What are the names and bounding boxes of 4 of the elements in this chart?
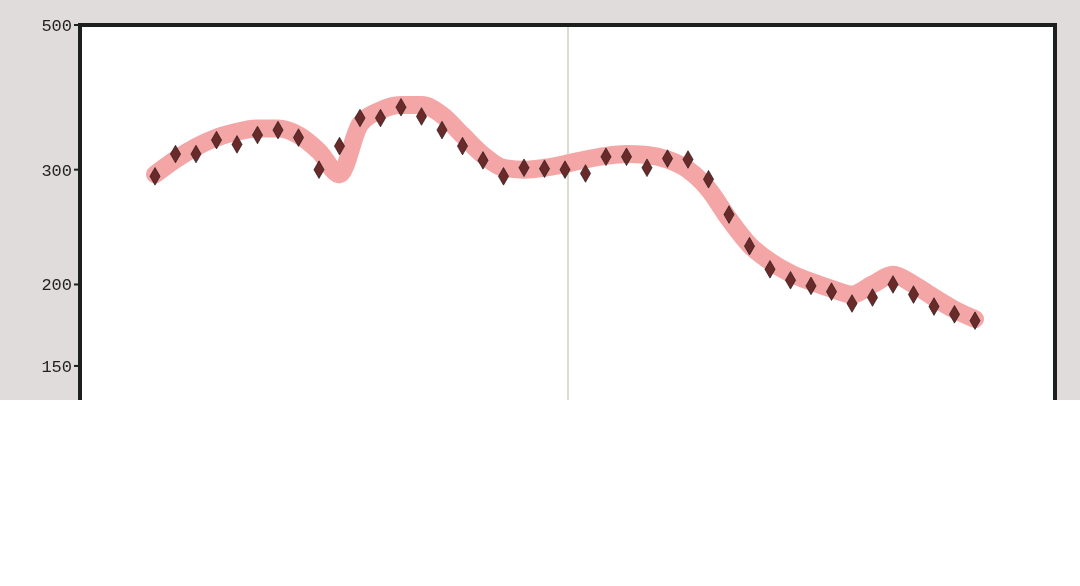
y-tick-label: 150: [41, 357, 72, 377]
y-tick-label: 300: [41, 161, 72, 181]
y-tick-label: 200: [41, 276, 72, 296]
y-tick-label: 500: [41, 16, 72, 36]
